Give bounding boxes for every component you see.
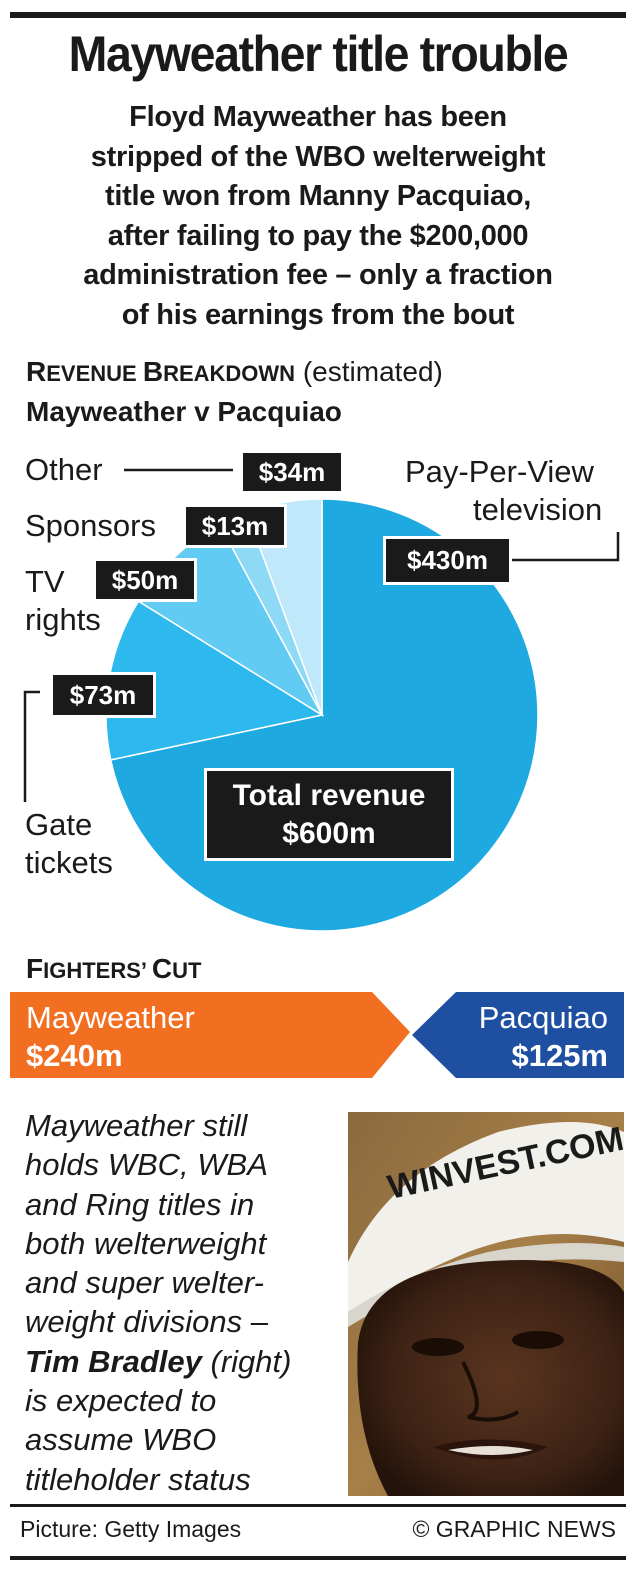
bottom-rule (10, 1556, 626, 1560)
footer-rule (10, 1504, 626, 1507)
revenue-subheading: Mayweather v Pacquiao (26, 396, 342, 427)
tim-bradley-photo: WINVEST.COM (348, 1112, 624, 1496)
top-rule (10, 12, 626, 18)
total-revenue-value: $600m (282, 816, 376, 850)
label-gate-1: Gate (25, 807, 93, 842)
value-ppv: $430m (386, 539, 509, 582)
value-tv-rights: $50m (96, 561, 194, 599)
leader-ppv (510, 532, 620, 562)
mayweather-cut-value: $240m (26, 1038, 123, 1073)
mayweather-name: Mayweather (26, 1000, 195, 1035)
pacquiao-name: Pacquiao (478, 1000, 608, 1035)
intro-line: stripped of the WBO welterweight (90, 140, 546, 173)
intro-text: Floyd Mayweather has been stripped of th… (20, 98, 616, 335)
label-ppv-1: Pay-Per-View (405, 454, 594, 489)
intro-line: administration fee – only a fraction (83, 259, 553, 291)
mayweather-cut-bar (10, 992, 410, 1078)
intro-line: title won from Manny Pacquiao, (104, 180, 532, 212)
label-tv-rights-2: rights (25, 602, 101, 637)
value-sponsors: $13m (186, 507, 284, 545)
intro-line: after failing to pay the $200,000 (107, 219, 529, 252)
label-other: Other (25, 452, 103, 487)
tim-bradley-name: Tim Bradley (25, 1343, 202, 1379)
revenue-heading: REVENUE BREAKDOWN (estimated) (26, 356, 443, 387)
value-gate-tickets: $73m (53, 675, 153, 715)
intro-line: of his earnings from the bout (121, 298, 515, 331)
picture-credit: Picture: Getty Images (20, 1516, 242, 1542)
fighters-cut-bars (10, 992, 624, 1078)
total-revenue-label: Total revenue (232, 778, 426, 812)
pacquiao-cut-value: $125m (511, 1038, 608, 1073)
value-other: $34m (243, 453, 341, 491)
fighters-cut-heading: FIGHTERS’ CUT (26, 953, 202, 984)
total-revenue-box: Total revenue $600m (207, 771, 451, 858)
intro-line: Floyd Mayweather has been (129, 101, 507, 133)
leader-gate (23, 690, 40, 802)
label-gate-2: tickets (25, 845, 113, 880)
pacquiao-cut-bar (412, 992, 624, 1078)
copyright-source: © GRAPHIC NEWS (412, 1516, 616, 1542)
label-ppv-2: television (473, 492, 603, 527)
label-tv-rights-1: TV (25, 564, 65, 599)
page-title: Mayweather title trouble (68, 26, 569, 82)
estimated-note: (estimated) (302, 356, 443, 387)
bradley-note: Mayweather still holds WBC, WBA and Ring… (25, 1108, 292, 1497)
label-sponsors: Sponsors (25, 508, 156, 543)
